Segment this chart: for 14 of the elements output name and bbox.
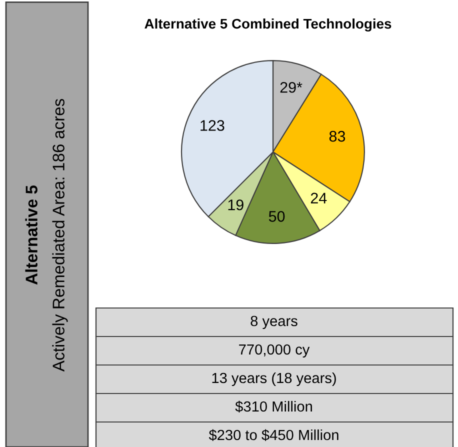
data-label: 50 [268,211,285,222]
text: Actively Remediated Area: 186 acres [52,98,68,372]
data-label: 24 [310,192,327,204]
text: 770,000 cy [239,344,310,358]
data-label: 83 [329,130,346,142]
text: Alternative 5 [25,185,38,285]
data-label: 123 [200,120,224,131]
chart-title: Alternative 5 Combined Technologies [144,18,392,32]
text: $230 to $450 Million [208,429,338,442]
data-label: 19 [228,199,244,210]
text: $310 Million [235,400,312,413]
data-label: 29* [280,82,302,93]
text: 8 years [250,316,298,330]
text: 13 years (18 years) [212,372,336,386]
